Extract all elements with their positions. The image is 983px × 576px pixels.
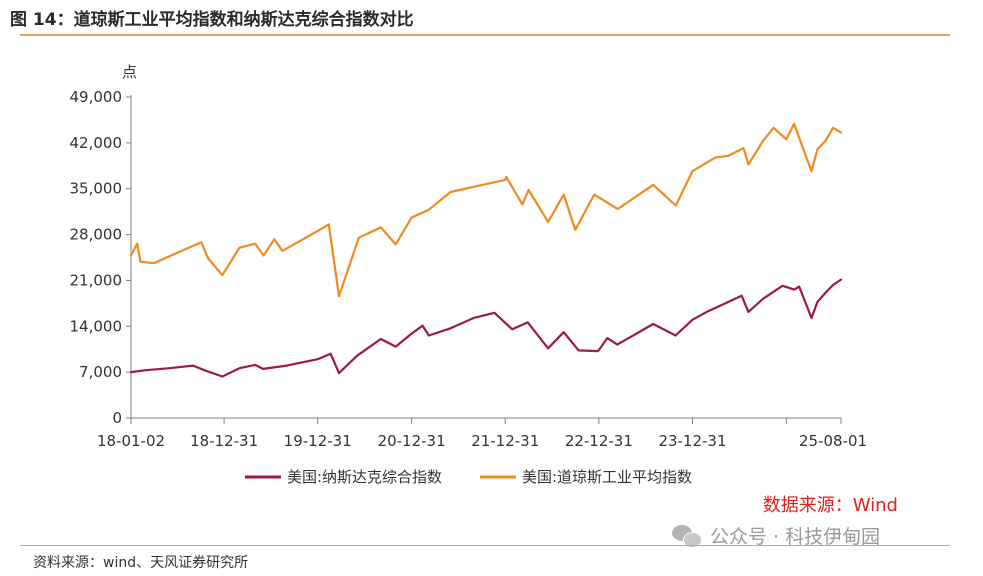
y-tick-label: 35,000	[70, 180, 123, 198]
x-tick-label: 18-12-31	[190, 432, 258, 450]
legend: 美国:纳斯达克综合指数 美国:道琼斯工业平均指数	[245, 468, 692, 486]
y-axis: 0 7,000 14,000 21,000 28,000 35,000 42,000 49,0…	[70, 88, 132, 427]
y-tick-label: 0	[112, 409, 122, 427]
source-note: 资料来源：wind、天风证券研究所	[33, 555, 249, 571]
x-tick-label: 22-12-31	[565, 432, 633, 450]
title-divider	[20, 34, 950, 36]
wechat-icon	[672, 524, 702, 548]
watermark: 公众号 · 科技伊甸园	[672, 522, 880, 549]
comparison-line-chart: 0 7,000 14,000 21,000 28,000 35,000 42,000 49,0…	[70, 63, 899, 516]
y-tick-label: 7,000	[79, 363, 122, 381]
nasdaq-series-line	[129, 278, 843, 378]
series-lines	[129, 122, 843, 378]
page-title: 图 14：道琼斯工业平均指数和纳斯达克综合指数对比	[10, 10, 414, 30]
x-tick-label: 19-12-31	[284, 432, 352, 450]
footer-divider	[20, 545, 950, 546]
y-tick-label: 21,000	[70, 271, 123, 289]
y-tick-label: 28,000	[70, 226, 123, 244]
y-tick-label: 42,000	[70, 134, 123, 152]
legend-label-nasdaq: 美国:纳斯达克综合指数	[287, 468, 442, 486]
x-tick-label: 25-08-01	[799, 432, 867, 450]
legend-label-dow: 美国:道琼斯工业平均指数	[522, 468, 692, 486]
y-tick-label: 14,000	[70, 317, 123, 335]
x-tick-label: 20-12-31	[378, 432, 446, 450]
x-axis: 18-01-02 18-12-31 19-12-31 20-12-31 21-12-31…	[97, 417, 867, 450]
dow-series-line	[129, 122, 843, 298]
watermark-text: 公众号 · 科技伊甸园	[710, 526, 881, 548]
y-axis-label: 点	[122, 63, 137, 81]
data-source-label: 数据来源：Wind	[763, 495, 898, 516]
x-tick-label: 21-12-31	[471, 432, 539, 450]
x-tick-label: 18-01-02	[97, 432, 165, 450]
x-tick-label: 23-12-31	[658, 432, 726, 450]
y-tick-label: 49,000	[70, 88, 123, 106]
